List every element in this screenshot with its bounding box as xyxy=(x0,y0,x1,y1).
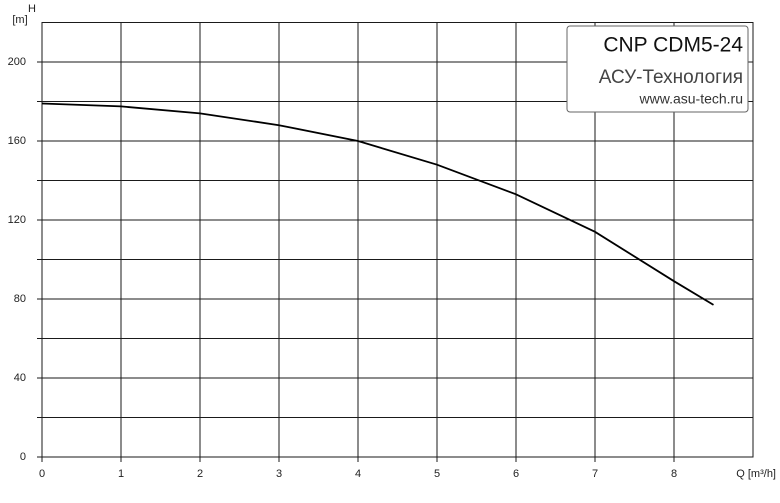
x-tick-label: 1 xyxy=(118,468,124,480)
x-tick-label: 0 xyxy=(39,468,45,480)
title-box xyxy=(566,25,749,113)
title: CNP CDM5-24 xyxy=(603,34,743,57)
y-tick-label: 160 xyxy=(8,135,26,147)
y-tick-label: 40 xyxy=(14,372,26,384)
x-axis-label: Q [m³/h] xyxy=(736,468,776,480)
x-tick-label: 7 xyxy=(592,468,598,480)
pump-curve xyxy=(41,102,714,306)
x-tick-label: 2 xyxy=(197,468,203,480)
y-tick-label: 120 xyxy=(8,214,26,226)
x-tick-label: 6 xyxy=(513,468,519,480)
x-tick-label: 4 xyxy=(355,468,361,480)
source: www.asu-tech.ru xyxy=(639,91,743,107)
y-tick-label: 200 xyxy=(8,56,26,68)
x-tick-label: 8 xyxy=(671,468,677,480)
subtitle: АСУ-Технология xyxy=(599,67,743,88)
y-tick-label: 80 xyxy=(14,293,26,305)
y-axis-label: H xyxy=(28,3,36,15)
y-tick-label: 0 xyxy=(20,451,26,463)
x-tick-label: 5 xyxy=(434,468,440,480)
y-axis-unit: [m] xyxy=(12,14,27,26)
x-tick-label: 3 xyxy=(276,468,282,480)
